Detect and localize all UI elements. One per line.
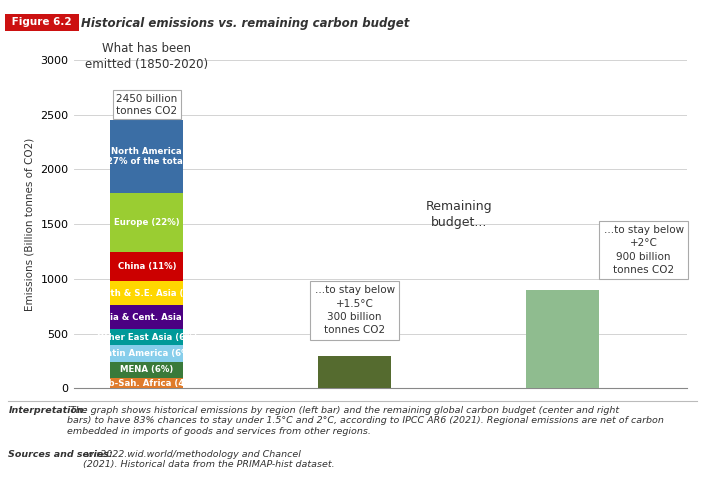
Text: Interpretation:: Interpretation: [8, 406, 88, 415]
Text: Sub-Sah. Africa (4%): Sub-Sah. Africa (4%) [97, 378, 197, 387]
Bar [111, 362, 183, 377]
Text: The graph shows historical emissions by region (left bar) and the remaining glob: The graph shows historical emissions by … [67, 406, 664, 436]
Bar [111, 329, 183, 346]
Text: 2450 billion
tonnes CO2: 2450 billion tonnes CO2 [116, 94, 178, 116]
Text: Other East Asia (6%): Other East Asia (6%) [97, 333, 197, 342]
Text: Remaining
budget...: Remaining budget... [425, 200, 492, 229]
Text: South & S.E. Asia (9%): South & S.E. Asia (9%) [92, 289, 202, 298]
Bar [111, 120, 183, 193]
Text: Europe (22%): Europe (22%) [114, 218, 180, 227]
Text: Historical emissions vs. remaining carbon budget: Historical emissions vs. remaining carbo… [81, 17, 410, 30]
Bar [319, 356, 391, 388]
Bar [111, 377, 183, 388]
Bar [111, 193, 183, 251]
Text: ...to stay below
+1.5°C
300 billion
tonnes CO2: ...to stay below +1.5°C 300 billion tonn… [314, 285, 395, 335]
Bar [111, 346, 183, 362]
Bar [111, 281, 183, 305]
Text: China (11%): China (11%) [118, 262, 176, 271]
Bar [111, 305, 183, 329]
Text: Figure 6.2: Figure 6.2 [8, 17, 75, 27]
Text: wir2022.wid.world/methodology and Chancel
(2021). Historical data from the PRIMA: wir2022.wid.world/methodology and Chance… [83, 450, 335, 469]
Text: What has been
emitted (1850-2020): What has been emitted (1850-2020) [85, 42, 209, 71]
Text: Latin America (6%): Latin America (6%) [101, 349, 193, 358]
Text: North America
(27% of the total): North America (27% of the total) [104, 146, 190, 166]
Text: ...to stay below
+2°C
900 billion
tonnes CO2: ...to stay below +2°C 900 billion tonnes… [603, 225, 684, 275]
Text: MENA (6%): MENA (6%) [120, 365, 173, 374]
Bar [526, 290, 599, 388]
Bar [111, 251, 183, 281]
Text: Sources and series:: Sources and series: [8, 450, 114, 459]
Text: Russia & Cent. Asia (9%): Russia & Cent. Asia (9%) [87, 313, 207, 322]
Y-axis label: Emissions (Billion tonnes of CO2): Emissions (Billion tonnes of CO2) [25, 137, 35, 311]
